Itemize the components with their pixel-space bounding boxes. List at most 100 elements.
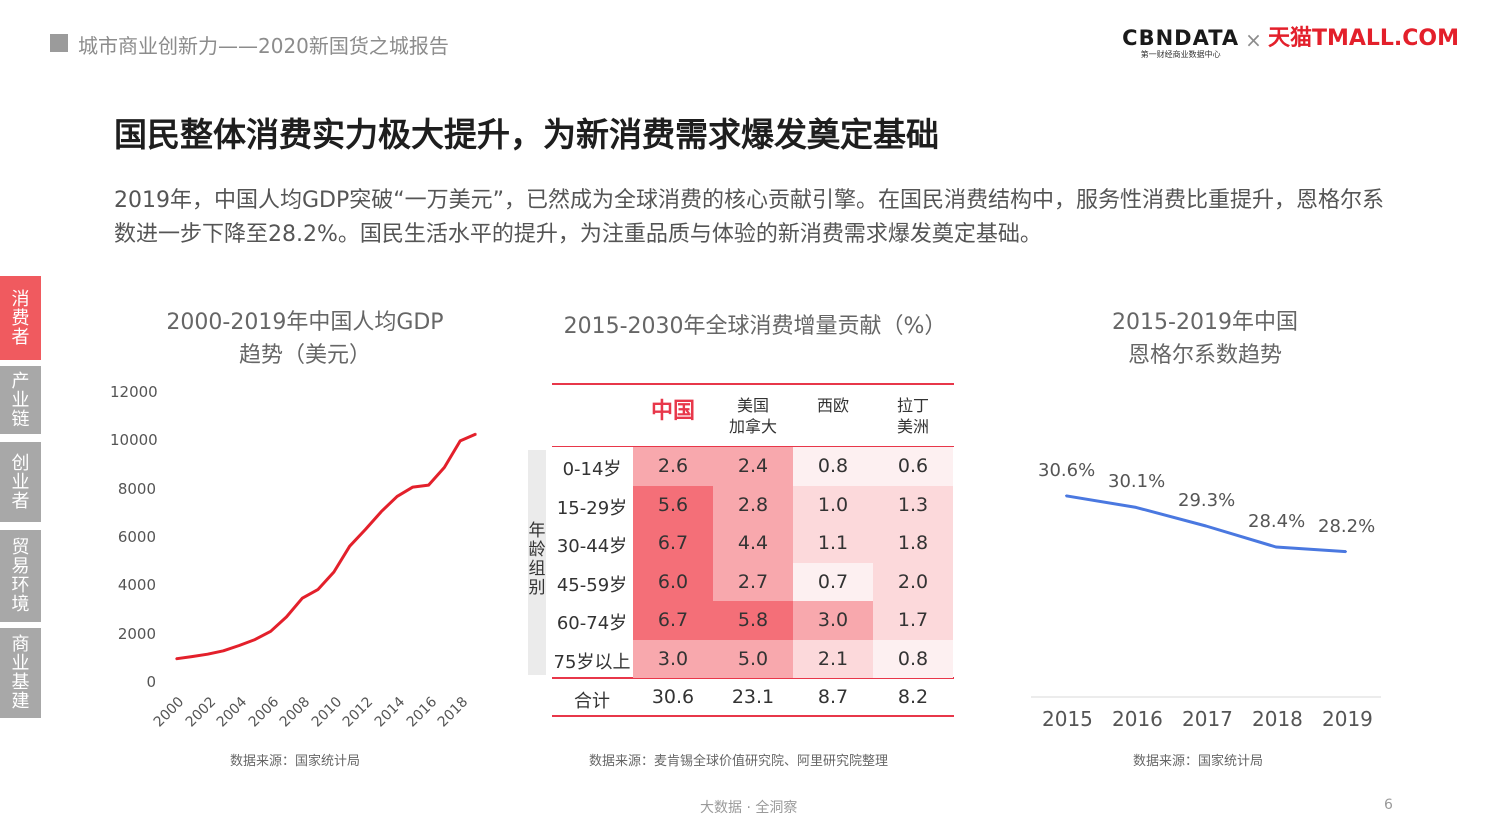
table-cell: 2.1 (793, 639, 873, 678)
engel-data-point (1135, 506, 1137, 509)
gdp-data-point (412, 486, 414, 488)
gdp-data-point (443, 466, 446, 469)
table-cell: 2.6 (633, 447, 713, 486)
age-group-axis-label: 年龄组别 (528, 522, 546, 598)
table-cell: 2.7 (713, 562, 793, 601)
gdp-data-point (190, 655, 193, 658)
sidebar-tab-3[interactable]: 贸易环境 (0, 530, 41, 622)
table-total-cell: 8.7 (817, 686, 849, 708)
table-row-label: 0-14岁 (562, 459, 622, 480)
sidebar-tab-label: 商业基建 (11, 634, 30, 712)
gdp-data-point (238, 644, 240, 647)
engel-data-point (1205, 525, 1207, 528)
sidebar-tab-1[interactable]: 产业链 (0, 366, 41, 434)
engel-chart-title-line1: 2015-2019年中国 (1112, 310, 1298, 335)
table-cell: 1.8 (873, 524, 953, 563)
page-number: 6 (1384, 797, 1393, 813)
gdp-data-point (254, 638, 256, 641)
engel-value-label: 29.3% (1178, 490, 1236, 512)
gdp-source: 数据来源：国家统计局 (230, 754, 361, 769)
consumption-table-title: 2015-2030年全球消费增量贡献（%） (563, 314, 947, 339)
table-cell: 0.8 (873, 639, 953, 678)
table-total-cell: 23.1 (731, 686, 775, 708)
age-group-axis-bar (528, 450, 546, 675)
sidebar-tab-label: 贸易环境 (11, 537, 30, 615)
table-cell: 4.4 (713, 524, 793, 563)
table-column-header-line: 美洲 (896, 417, 929, 436)
sidebar-tab-label: 产业链 (11, 370, 30, 430)
sidebar-tab-0[interactable]: 消费者 (0, 276, 41, 360)
table-cell: 1.1 (793, 524, 873, 563)
table-row-label: 75岁以上 (553, 651, 631, 673)
engel-value-label: 28.2% (1318, 515, 1376, 537)
table-column-header: 中国 (633, 401, 713, 423)
sidebar-tab-label: 消费者 (11, 288, 30, 348)
footer-slogan: 大数据 · 全洞察 (700, 800, 798, 816)
gdp-chart-title-line1: 2000-2019年中国人均GDP (166, 310, 444, 335)
report-title: 城市商业创新力——2020新国货之城报告 (78, 34, 449, 58)
gdp-y-tick: 4000 (117, 576, 156, 595)
table-row-label: 60-74岁 (556, 613, 628, 634)
sidebar-tab-2[interactable]: 创业者 (0, 442, 41, 522)
table-cell: 5.0 (713, 639, 793, 678)
table-total-cell: 8.2 (897, 686, 929, 708)
engel-data-point (1275, 545, 1277, 548)
table-cell: 0.6 (873, 447, 953, 486)
table-column-header-line: 拉丁 (896, 396, 929, 415)
gdp-y-tick: 0 (146, 673, 156, 691)
engel-chart-title-line2: 恩格尔系数趋势 (1127, 343, 1282, 368)
table-column-header: 美国 加拿大 (713, 395, 793, 437)
gdp-data-point (222, 650, 225, 652)
table-total-cell: 30.6 (651, 686, 695, 708)
table-cell: 2.8 (713, 485, 793, 524)
gdp-data-point (427, 484, 430, 486)
engel-data-point (1065, 494, 1067, 497)
sidebar-tab-4[interactable]: 商业基建 (0, 628, 41, 718)
gdp-data-point (206, 653, 209, 656)
age-group-axis-char: 组 (528, 559, 546, 579)
table-cell: 0.8 (793, 447, 873, 486)
gdp-data-point (285, 616, 288, 618)
table-header-rule (552, 446, 954, 447)
table-source: 数据来源：麦肯锡全球价值研究院、阿里研究院整理 (589, 754, 889, 769)
table-total-label: 合计 (574, 691, 610, 712)
age-group-axis-char: 别 (528, 578, 546, 598)
table-cell: 0.7 (793, 562, 873, 601)
gdp-data-point (301, 597, 304, 599)
slide-title: 国民整体消费实力极大提升，为新消费需求爆发奠定基础 (114, 115, 939, 154)
table-cell: 2.0 (873, 562, 953, 601)
table-column-header-line: 美国 (736, 396, 769, 415)
gdp-chart-title-line2: 趋势（美元） (238, 343, 371, 368)
table-cell: 6.7 (633, 601, 713, 640)
cbndata-logo: CBNDATA 第一财经商业数据中心 (1122, 26, 1239, 60)
table-column-header: 西欧 (793, 395, 873, 416)
slide-description: 2019年，中国人均GDP突破“一万美元”，已然成为全球消费的核心贡献引擎。在国… (114, 188, 1385, 247)
table-column-header-line: 加拿大 (728, 417, 777, 436)
header-square-icon (50, 34, 68, 52)
gdp-y-tick: 12000 (110, 383, 158, 401)
table-top-rule (552, 383, 954, 385)
gdp-series-line (175, 432, 477, 661)
gdp-data-point (380, 510, 383, 513)
cbndata-logo-text: CBNDATA (1122, 26, 1240, 50)
engel-x-tick: 2019 (1322, 707, 1373, 731)
gdp-data-point (269, 630, 272, 633)
table-total-rule (552, 677, 954, 679)
table-cell: 3.0 (793, 601, 873, 640)
gdp-y-tick: 10000 (110, 431, 158, 450)
engel-chart-title: 2015-2019年中国 恩格尔系数趋势 (1060, 306, 1350, 372)
gdp-y-tick: 6000 (117, 528, 156, 546)
engel-x-tick: 2017 (1182, 707, 1233, 731)
engel-x-tick: 2015 (1042, 707, 1093, 731)
engel-x-tick: 2018 (1252, 707, 1303, 731)
gdp-data-point (348, 545, 351, 548)
gdp-data-point (333, 571, 335, 573)
gdp-data-point (475, 433, 477, 435)
table-cell: 6.7 (633, 524, 713, 563)
engel-value-label: 28.4% (1248, 510, 1306, 532)
table-cell: 1.7 (873, 601, 953, 640)
gdp-data-point (317, 588, 319, 591)
gdp-data-point (459, 440, 462, 442)
